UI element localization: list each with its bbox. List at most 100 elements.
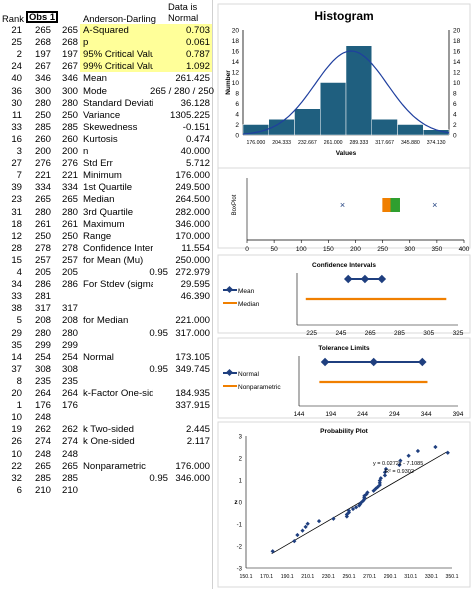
probplot-point [397, 462, 402, 468]
column-divider [212, 0, 213, 589]
histogram-y-tick: 16 [232, 49, 240, 56]
stat-value: 0.703 [185, 25, 210, 36]
legend-series1-marker-2 [225, 285, 234, 294]
histogram-title: Histogram [314, 9, 373, 23]
histogram-normal-curve [242, 50, 450, 135]
rank-cell: 20 [11, 388, 22, 399]
obs-cell: 280 [34, 206, 51, 218]
histogram-x-tick: 261.000 [324, 140, 343, 146]
probplot-x-tick: 290.1 [384, 574, 397, 580]
boxplot-frame [217, 167, 471, 249]
histogram-y-tick-right: 18 [453, 38, 461, 45]
stat-value: 11.554 [181, 242, 210, 254]
rank-cell: 39 [11, 182, 22, 194]
histogram-y-tick: 0 [235, 133, 239, 140]
obs-cell: 257 [34, 254, 51, 266]
interval-series1-marker-2 [343, 274, 353, 284]
histogram-y-tick-right: 8 [453, 91, 457, 98]
stat-value: 0.787 [185, 49, 210, 61]
probplot-trendline [271, 451, 447, 555]
header-anderson-darling: Anderson-Darling [83, 13, 156, 24]
boxplot-x-tick: 400 [459, 246, 470, 253]
interval-x-tick-3: 194 [325, 411, 336, 418]
rank-cell: 21 [11, 25, 22, 36]
probplot-x-tick: 150.1 [240, 574, 253, 580]
interval-x-tick-3: 294 [389, 411, 400, 418]
boxplot-y-label: BoxPlot [232, 194, 238, 215]
probplot-x-tick: 170.1 [260, 574, 273, 580]
histogram-y-tick: 8 [235, 91, 239, 98]
boxplot-outlier-marker: × [340, 200, 345, 210]
interval-x-tick-3: 244 [357, 411, 368, 418]
stat-param: 0.95 [149, 472, 168, 484]
histogram-x-label: Values [336, 150, 357, 157]
probplot-point [378, 476, 383, 481]
stat-value: 265 / 280 / 250 [150, 85, 215, 97]
interval-series1-marker-2 [360, 274, 370, 284]
probplot-x-tick: 270.1 [363, 574, 376, 580]
probplot-point [331, 516, 336, 521]
probplot-x-tick: 230.1 [322, 574, 335, 580]
stat-value: 0.061 [185, 37, 210, 49]
stat-label: for Mean (Mu) [83, 254, 144, 266]
probplot-point [382, 473, 388, 478]
stat-value: 272.979 [175, 267, 210, 278]
probplot-point [350, 506, 356, 512]
obs-cell: 300 [34, 85, 51, 97]
interval-x-tick-2: 225 [306, 330, 317, 337]
probplot-title: Probability Plot [320, 428, 369, 435]
obs-cell: 285 [34, 472, 51, 484]
histogram-y-tick: 18 [232, 38, 240, 45]
obs-cell: 299 [34, 339, 51, 351]
sorted-cell: 285 [61, 472, 78, 484]
probplot-point [270, 549, 275, 554]
stat-value: 337.915 [175, 400, 210, 412]
probplot-point [295, 532, 300, 538]
sorted-cell: 265 [61, 25, 78, 36]
sorted-cell: 285 [61, 121, 78, 133]
probplot-y-tick: 2 [239, 457, 243, 463]
interval-x-tick-2: 325 [453, 330, 464, 337]
rank-cell: 33 [11, 121, 22, 133]
stat-label: Skewedness [83, 121, 138, 133]
stat-label: Minimum [83, 170, 122, 182]
stat-label: Kurtosis [83, 133, 118, 145]
rank-cell: 34 [11, 279, 22, 291]
probplot-y-tick: -1 [237, 523, 243, 529]
header-obs[interactable]: Obs 1 [29, 11, 56, 22]
histogram-bar [320, 82, 347, 136]
rank-cell: 29 [11, 327, 22, 339]
histogram-x-tick: 345.880 [401, 140, 420, 146]
histogram-y-tick: 10 [232, 80, 240, 87]
stat-value: 264.500 [175, 194, 210, 206]
sorted-cell: 278 [61, 242, 78, 254]
header-obs-box[interactable] [26, 11, 58, 23]
rank-cell: 35 [11, 339, 22, 351]
stat-label: For Stdev (sigma) [83, 279, 153, 291]
sorted-cell: 317 [61, 303, 78, 315]
rank-cell: 25 [11, 37, 22, 49]
stat-value: 261.425 [175, 73, 210, 85]
obs-cell: 208 [34, 315, 51, 327]
probplot-x-tick: 250.1 [343, 574, 356, 580]
obs-cell: 274 [34, 436, 51, 448]
probplot-point [415, 448, 421, 454]
probplot-point [406, 453, 411, 458]
stat-value: 317.000 [175, 327, 210, 339]
stat-value: 176.000 [175, 170, 210, 182]
boxplot-lower-box [382, 198, 391, 212]
stat-label: p [83, 37, 89, 49]
sorted-cell: 264 [61, 388, 78, 399]
stat-value: 249.500 [175, 182, 210, 194]
stat-label: Confidence Interval [83, 242, 153, 254]
sorted-cell: 268 [61, 37, 78, 49]
histogram-y-tick-right: 6 [453, 101, 457, 108]
sorted-cell: 205 [61, 267, 78, 278]
obs-cell: 276 [34, 158, 51, 170]
rank-cell: 30 [11, 97, 22, 109]
rank-cell: 3 [16, 146, 22, 157]
stat-label: 3rd Quartile [83, 206, 134, 218]
stat-label: Standard Deviation [83, 97, 153, 109]
obs-cell: 261 [34, 218, 51, 230]
